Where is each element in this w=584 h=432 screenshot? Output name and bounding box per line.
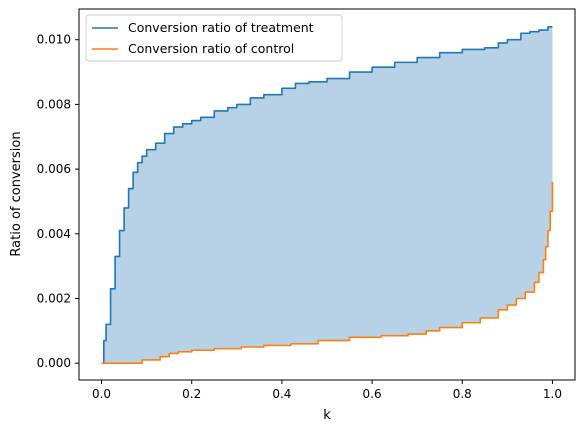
series-line-control [101, 182, 554, 364]
legend-label-treatment: Conversion ratio of treatment [128, 20, 314, 35]
fill-area [101, 26, 553, 364]
legend: Conversion ratio of treatment Conversion… [85, 14, 343, 62]
y-tick-label: 0.004 [37, 227, 71, 241]
plot-frame [78, 8, 576, 381]
x-tick-label: 0.0 [92, 387, 111, 401]
x-tick-label: 0.4 [272, 387, 291, 401]
y-tick-label: 0.006 [37, 162, 71, 176]
series-lines [101, 25, 554, 364]
y-axis-label: Ratio of conversion [9, 131, 24, 256]
y-tick-label: 0.008 [37, 97, 71, 111]
legend-label-control: Conversion ratio of control [128, 41, 294, 56]
y-axis-ticks: 0.000 0.002 0.004 0.006 0.008 0.010 [37, 33, 79, 370]
x-tick-label: 0.2 [182, 387, 201, 401]
x-tick-label: 1.0 [543, 387, 562, 401]
x-tick-label: 0.6 [363, 387, 382, 401]
fill-between-area [101, 26, 553, 364]
y-tick-label: 0.000 [37, 356, 71, 370]
series-line-treatment [101, 25, 553, 364]
x-axis-ticks: 0.0 0.2 0.4 0.6 0.8 1.0 [92, 380, 562, 401]
x-tick-label: 0.8 [453, 387, 472, 401]
y-tick-label: 0.010 [37, 33, 71, 47]
legend-box [85, 14, 343, 62]
y-tick-label: 0.002 [37, 291, 71, 305]
x-axis-label: k [323, 408, 331, 423]
